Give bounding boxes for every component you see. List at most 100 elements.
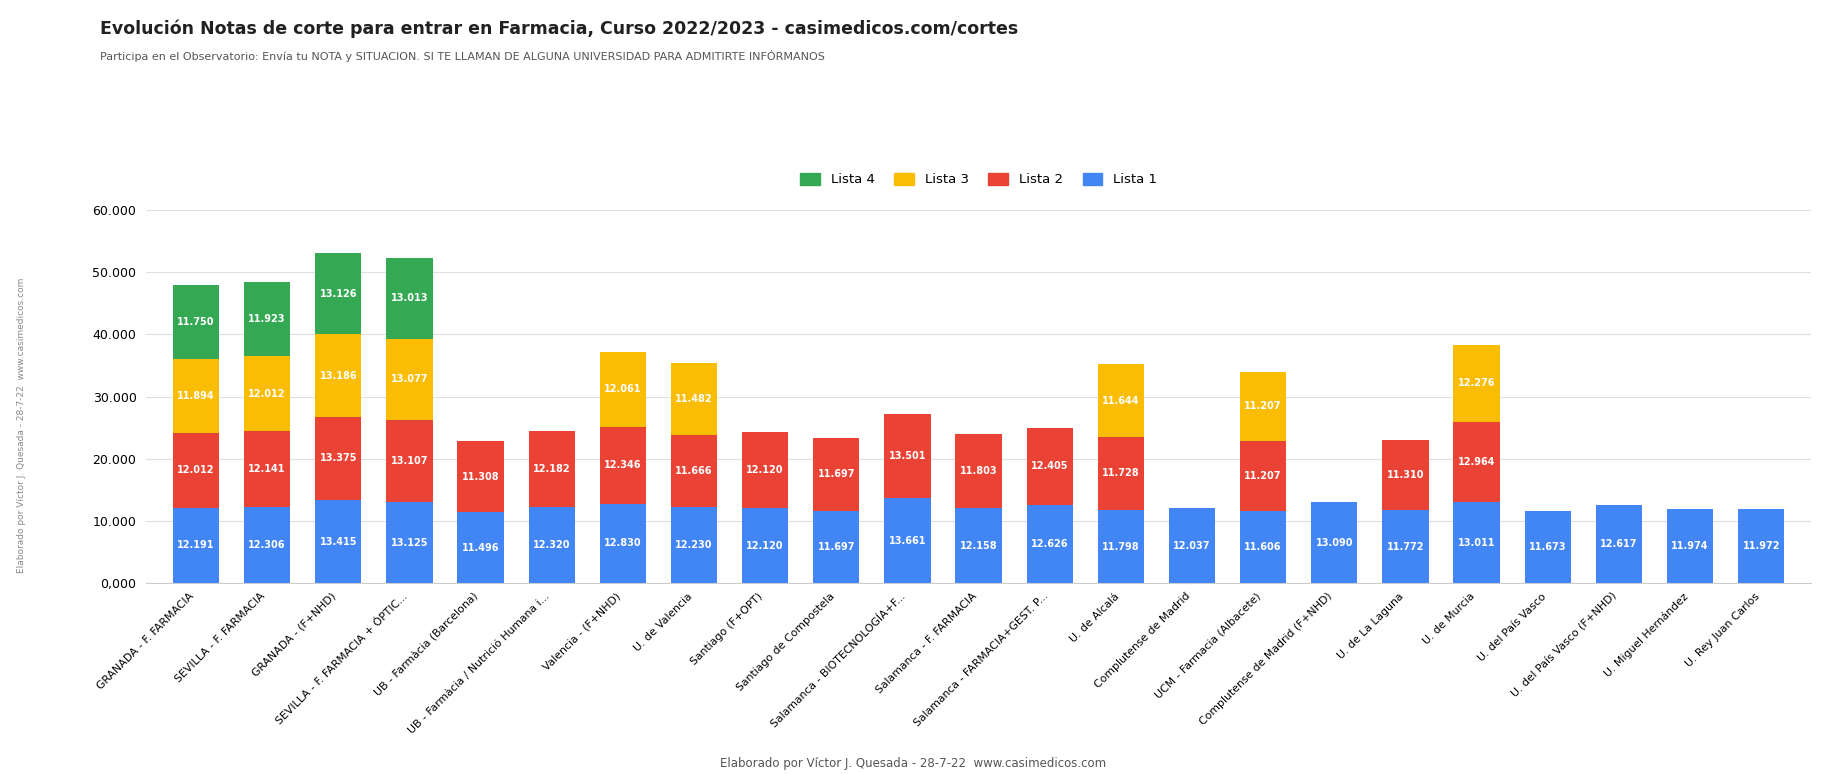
Text: 12.012: 12.012 <box>248 389 287 399</box>
Text: 11.644: 11.644 <box>1103 396 1139 406</box>
Text: 11.923: 11.923 <box>248 314 287 324</box>
Text: 12.346: 12.346 <box>604 460 641 470</box>
Bar <box>1525 511 1570 584</box>
Text: 13.375: 13.375 <box>320 454 358 463</box>
Bar <box>1311 502 1357 584</box>
Bar <box>1738 509 1784 584</box>
Bar <box>245 282 290 356</box>
Bar <box>387 420 433 502</box>
Bar <box>1097 510 1145 584</box>
Text: 12.182: 12.182 <box>533 464 570 474</box>
Bar <box>387 338 433 420</box>
Text: 11.894: 11.894 <box>177 391 215 401</box>
Text: 11.697: 11.697 <box>818 469 855 479</box>
Bar <box>1097 437 1145 510</box>
Text: 13.107: 13.107 <box>391 456 427 466</box>
Bar <box>741 433 789 508</box>
Bar <box>1169 509 1214 584</box>
Text: 13.415: 13.415 <box>320 536 358 546</box>
Bar <box>458 441 504 512</box>
Bar <box>1097 365 1145 437</box>
Bar <box>599 351 646 426</box>
Text: 11.666: 11.666 <box>676 466 712 476</box>
Text: 12.012: 12.012 <box>177 465 215 475</box>
Text: 11.803: 11.803 <box>960 466 997 476</box>
Text: 12.405: 12.405 <box>1032 461 1068 471</box>
Bar <box>1596 505 1642 584</box>
Text: 11.697: 11.697 <box>818 542 855 552</box>
Bar <box>884 498 931 584</box>
Text: 13.125: 13.125 <box>391 538 427 547</box>
Bar <box>599 426 646 504</box>
Text: 12.964: 12.964 <box>1457 457 1495 467</box>
Text: 11.606: 11.606 <box>1245 543 1282 553</box>
Text: Evolución Notas de corte para entrar en Farmacia, Curso 2022/2023 - casimedicos.: Evolución Notas de corte para entrar en … <box>100 19 1019 38</box>
Text: 11.673: 11.673 <box>1528 542 1567 552</box>
Text: 12.320: 12.320 <box>533 540 570 550</box>
Bar <box>1453 422 1499 502</box>
Bar <box>1667 509 1713 584</box>
Text: 13.186: 13.186 <box>320 371 358 381</box>
Bar <box>955 434 1002 508</box>
Bar <box>955 508 1002 584</box>
Text: 12.230: 12.230 <box>676 540 712 550</box>
Bar <box>1240 372 1286 441</box>
Text: 11.972: 11.972 <box>1742 541 1780 551</box>
Text: 12.120: 12.120 <box>747 541 783 551</box>
Bar <box>387 502 433 584</box>
Text: 11.207: 11.207 <box>1245 402 1282 412</box>
Bar <box>458 512 504 584</box>
Bar <box>1382 510 1428 584</box>
Text: 12.276: 12.276 <box>1457 378 1495 389</box>
Legend: Lista 4, Lista 3, Lista 2, Lista 1: Lista 4, Lista 3, Lista 2, Lista 1 <box>794 168 1161 192</box>
Text: 11.772: 11.772 <box>1386 542 1424 552</box>
Text: 11.798: 11.798 <box>1103 542 1139 552</box>
Bar <box>1453 502 1499 584</box>
Text: 13.501: 13.501 <box>889 451 926 461</box>
Text: 13.661: 13.661 <box>889 536 926 546</box>
Bar <box>1240 511 1286 584</box>
Text: 11.728: 11.728 <box>1103 468 1139 478</box>
Text: 13.013: 13.013 <box>391 293 427 303</box>
Text: 11.482: 11.482 <box>676 394 712 404</box>
Bar <box>316 334 362 416</box>
Text: 11.750: 11.750 <box>177 317 215 327</box>
Bar <box>173 433 219 508</box>
Bar <box>813 511 860 584</box>
Bar <box>670 363 718 435</box>
Text: 12.037: 12.037 <box>1174 541 1211 551</box>
Bar <box>528 431 575 507</box>
Text: 11.308: 11.308 <box>462 471 498 481</box>
Bar <box>599 504 646 584</box>
Bar <box>528 507 575 584</box>
Text: 13.011: 13.011 <box>1457 538 1495 548</box>
Text: 11.310: 11.310 <box>1386 470 1424 480</box>
Bar <box>813 438 860 511</box>
Bar <box>670 507 718 584</box>
Bar <box>316 416 362 500</box>
Bar <box>316 500 362 584</box>
Bar <box>884 414 931 498</box>
Bar <box>1026 505 1074 584</box>
Text: 12.061: 12.061 <box>604 384 641 394</box>
Bar <box>1240 441 1286 511</box>
Bar <box>741 508 789 584</box>
Text: 13.090: 13.090 <box>1315 538 1353 548</box>
Text: Elaborado por Víctor J. Quesada - 28-7-22  www.casimedicos.com: Elaborado por Víctor J. Quesada - 28-7-2… <box>719 757 1107 770</box>
Text: Participa en el Observatorio: Envía tu NOTA y SITUACION. SI TE LLAMAN DE ALGUNA : Participa en el Observatorio: Envía tu N… <box>100 50 825 63</box>
Text: 12.830: 12.830 <box>604 539 641 549</box>
Bar <box>173 286 219 358</box>
Text: 12.626: 12.626 <box>1032 539 1068 549</box>
Bar <box>245 356 290 431</box>
Text: 12.191: 12.191 <box>177 540 215 550</box>
Text: 11.207: 11.207 <box>1245 471 1282 481</box>
Bar <box>1453 345 1499 422</box>
Bar <box>245 431 290 507</box>
Bar <box>173 358 219 433</box>
Text: 12.120: 12.120 <box>747 465 783 475</box>
Text: Elaborado por Víctor J. Quesada - 28-7-22  www.casimedicos.com: Elaborado por Víctor J. Quesada - 28-7-2… <box>18 278 26 574</box>
Text: 13.126: 13.126 <box>320 289 358 299</box>
Bar <box>173 508 219 584</box>
Bar <box>387 258 433 338</box>
Bar <box>1026 427 1074 505</box>
